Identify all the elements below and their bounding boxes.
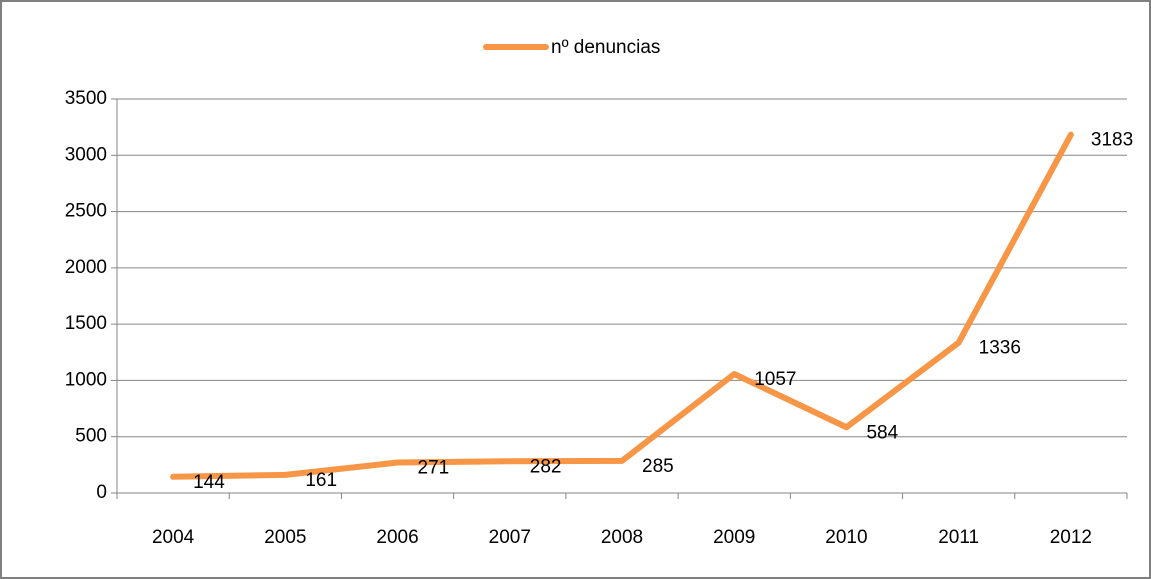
x-tick-label: 2009 — [713, 527, 755, 548]
y-tick-label: 3000 — [65, 144, 107, 165]
x-tick-label: 2008 — [601, 527, 643, 548]
data-label: 285 — [642, 456, 674, 477]
data-label: 3183 — [1091, 130, 1133, 151]
data-label: 584 — [866, 422, 898, 443]
data-label: 1336 — [979, 338, 1021, 359]
y-tick-label: 3500 — [65, 88, 107, 109]
x-tick-label: 2007 — [489, 527, 531, 548]
y-tick-label: 500 — [75, 426, 107, 447]
data-label: 1057 — [754, 369, 796, 390]
x-tick-label: 2005 — [264, 527, 306, 548]
y-tick-label: 1500 — [65, 313, 107, 334]
x-tick-label: 2010 — [825, 527, 867, 548]
x-tick-label: 2006 — [376, 527, 418, 548]
x-tick-label: 2012 — [1050, 527, 1092, 548]
y-tick-label: 0 — [96, 482, 107, 503]
data-label: 271 — [418, 458, 450, 479]
data-line — [170, 131, 1074, 480]
y-tick-label: 2000 — [65, 257, 107, 278]
x-tick-label: 2011 — [938, 527, 979, 548]
data-label: 282 — [530, 456, 562, 477]
y-tick-label: 1000 — [65, 369, 107, 390]
data-label: 161 — [305, 470, 337, 491]
data-label: 144 — [193, 472, 225, 493]
legend-label: nº denuncias — [551, 37, 660, 58]
x-tick-label: 2004 — [152, 527, 195, 548]
y-tick-label: 2500 — [65, 201, 107, 222]
